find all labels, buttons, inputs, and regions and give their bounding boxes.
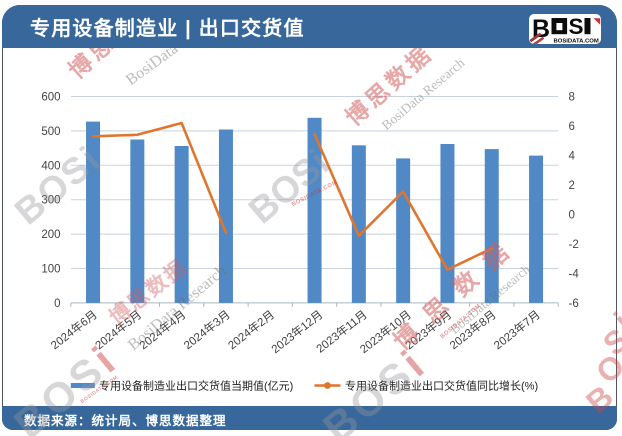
svg-text:2023年8月: 2023年8月 [447,307,499,352]
svg-text:2024年5月: 2024年5月 [92,307,144,352]
svg-text:100: 100 [41,264,60,276]
svg-text:400: 400 [41,160,60,172]
svg-text:500: 500 [41,126,60,138]
svg-text:2024年2月: 2024年2月 [225,307,277,352]
svg-text:2: 2 [569,180,575,192]
svg-text:2024年3月: 2024年3月 [181,307,233,352]
svg-text:2023年7月: 2023年7月 [491,307,543,352]
svg-text:8: 8 [569,92,575,104]
svg-text:2024年6月: 2024年6月 [48,307,100,352]
svg-text:200: 200 [41,229,60,241]
svg-text:专用设备制造业出口交货值同比增长(%): 专用设备制造业出口交货值同比增长(%) [345,379,538,393]
svg-text:600: 600 [41,92,60,104]
svg-text:0: 0 [569,209,575,221]
svg-text:4: 4 [569,151,576,163]
svg-text:2024年4月: 2024年4月 [136,307,188,352]
svg-text:-2: -2 [569,239,579,251]
svg-text:S: S [569,14,584,39]
svg-text:6: 6 [569,121,575,133]
svg-text:-6: -6 [569,298,579,310]
svg-text:0: 0 [54,298,60,310]
svg-text:BOSIDATA.COM: BOSIDATA.COM [554,38,599,44]
svg-text:专用设备制造业出口交货值当期值(亿元): 专用设备制造业出口交货值当期值(亿元) [99,379,293,393]
svg-text:-4: -4 [569,268,580,280]
svg-text:300: 300 [41,195,60,207]
